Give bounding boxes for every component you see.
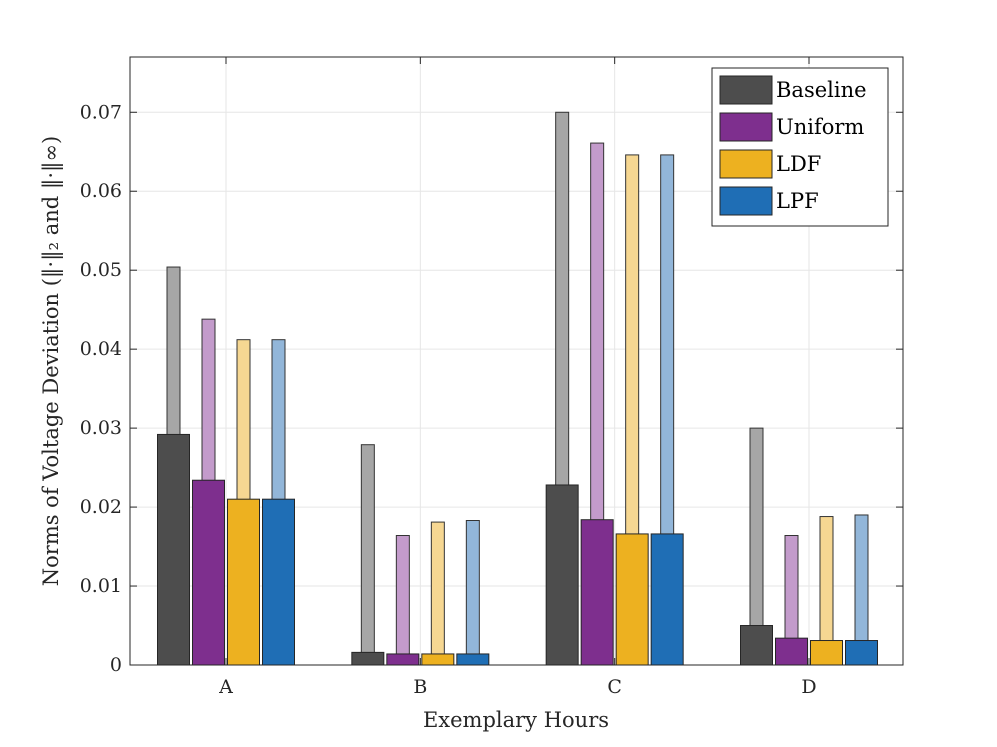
bar-l2-uniform-d [775,637,808,666]
bar-l2-baseline-c [545,484,579,666]
legend-swatch-baseline [719,75,773,105]
x-axis: A B C D [218,57,817,698]
bar-l2-ldf-b [421,653,455,666]
y-tick-label: 0.07 [80,101,122,123]
y-tick-label: 0.01 [80,575,122,597]
legend: Baseline Uniform LDF LPF [711,67,889,227]
y-tick-label: 0 [110,654,122,676]
bar-l2-uniform-a [192,479,225,666]
x-axis-label: Exemplary Hours [423,708,609,732]
bar-l2-ldf-a [227,498,260,666]
legend-label-ldf: LDF [776,152,821,176]
x-tick-label: A [218,676,233,698]
bar-l2-lpf-b [456,653,490,666]
y-tick-label: 0.05 [80,259,122,281]
bar-inf-ldf-b [430,521,445,666]
x-tick-label: D [801,676,816,698]
y-tick-label: 0.02 [80,496,122,518]
y-axis-label: Norms of Voltage Deviation (‖·‖₂ and ‖·‖… [39,136,64,586]
bar-inf-baseline-b [360,444,375,666]
bar-l2-uniform-b [386,653,420,666]
bar-inf-uniform-b [395,535,410,666]
y-axis: 0 0.01 0.02 0.03 0.04 0.05 0.06 0.07 [80,101,903,676]
bar-l2-ldf-d [810,640,843,666]
x-tick-label: C [607,676,622,698]
bar-l2-baseline-a [157,433,190,666]
bar-l2-baseline-b [351,651,385,666]
bar-l2-ldf-c [615,533,649,666]
legend-swatch-uniform [719,112,773,142]
bar-l2-lpf-d [845,640,878,666]
plot-frame [129,56,904,666]
bar-l2-uniform-c [580,519,614,666]
legend-label-baseline: Baseline [776,78,867,102]
legend-label-uniform: Uniform [776,115,864,139]
bar-l2-lpf-c [650,533,684,666]
x-tick-label: B [413,676,427,698]
legend-label-lpf: LPF [776,189,819,213]
legend-swatch-ldf [719,149,773,179]
y-tick-label: 0.03 [80,417,122,439]
bar-inf-lpf-b [465,520,480,666]
bar-l2-baseline-d [740,625,773,666]
legend-swatch-lpf [719,186,773,216]
y-tick-label: 0.06 [80,180,122,202]
y-tick-label: 0.04 [80,338,122,360]
bar-l2-lpf-a [262,498,295,666]
